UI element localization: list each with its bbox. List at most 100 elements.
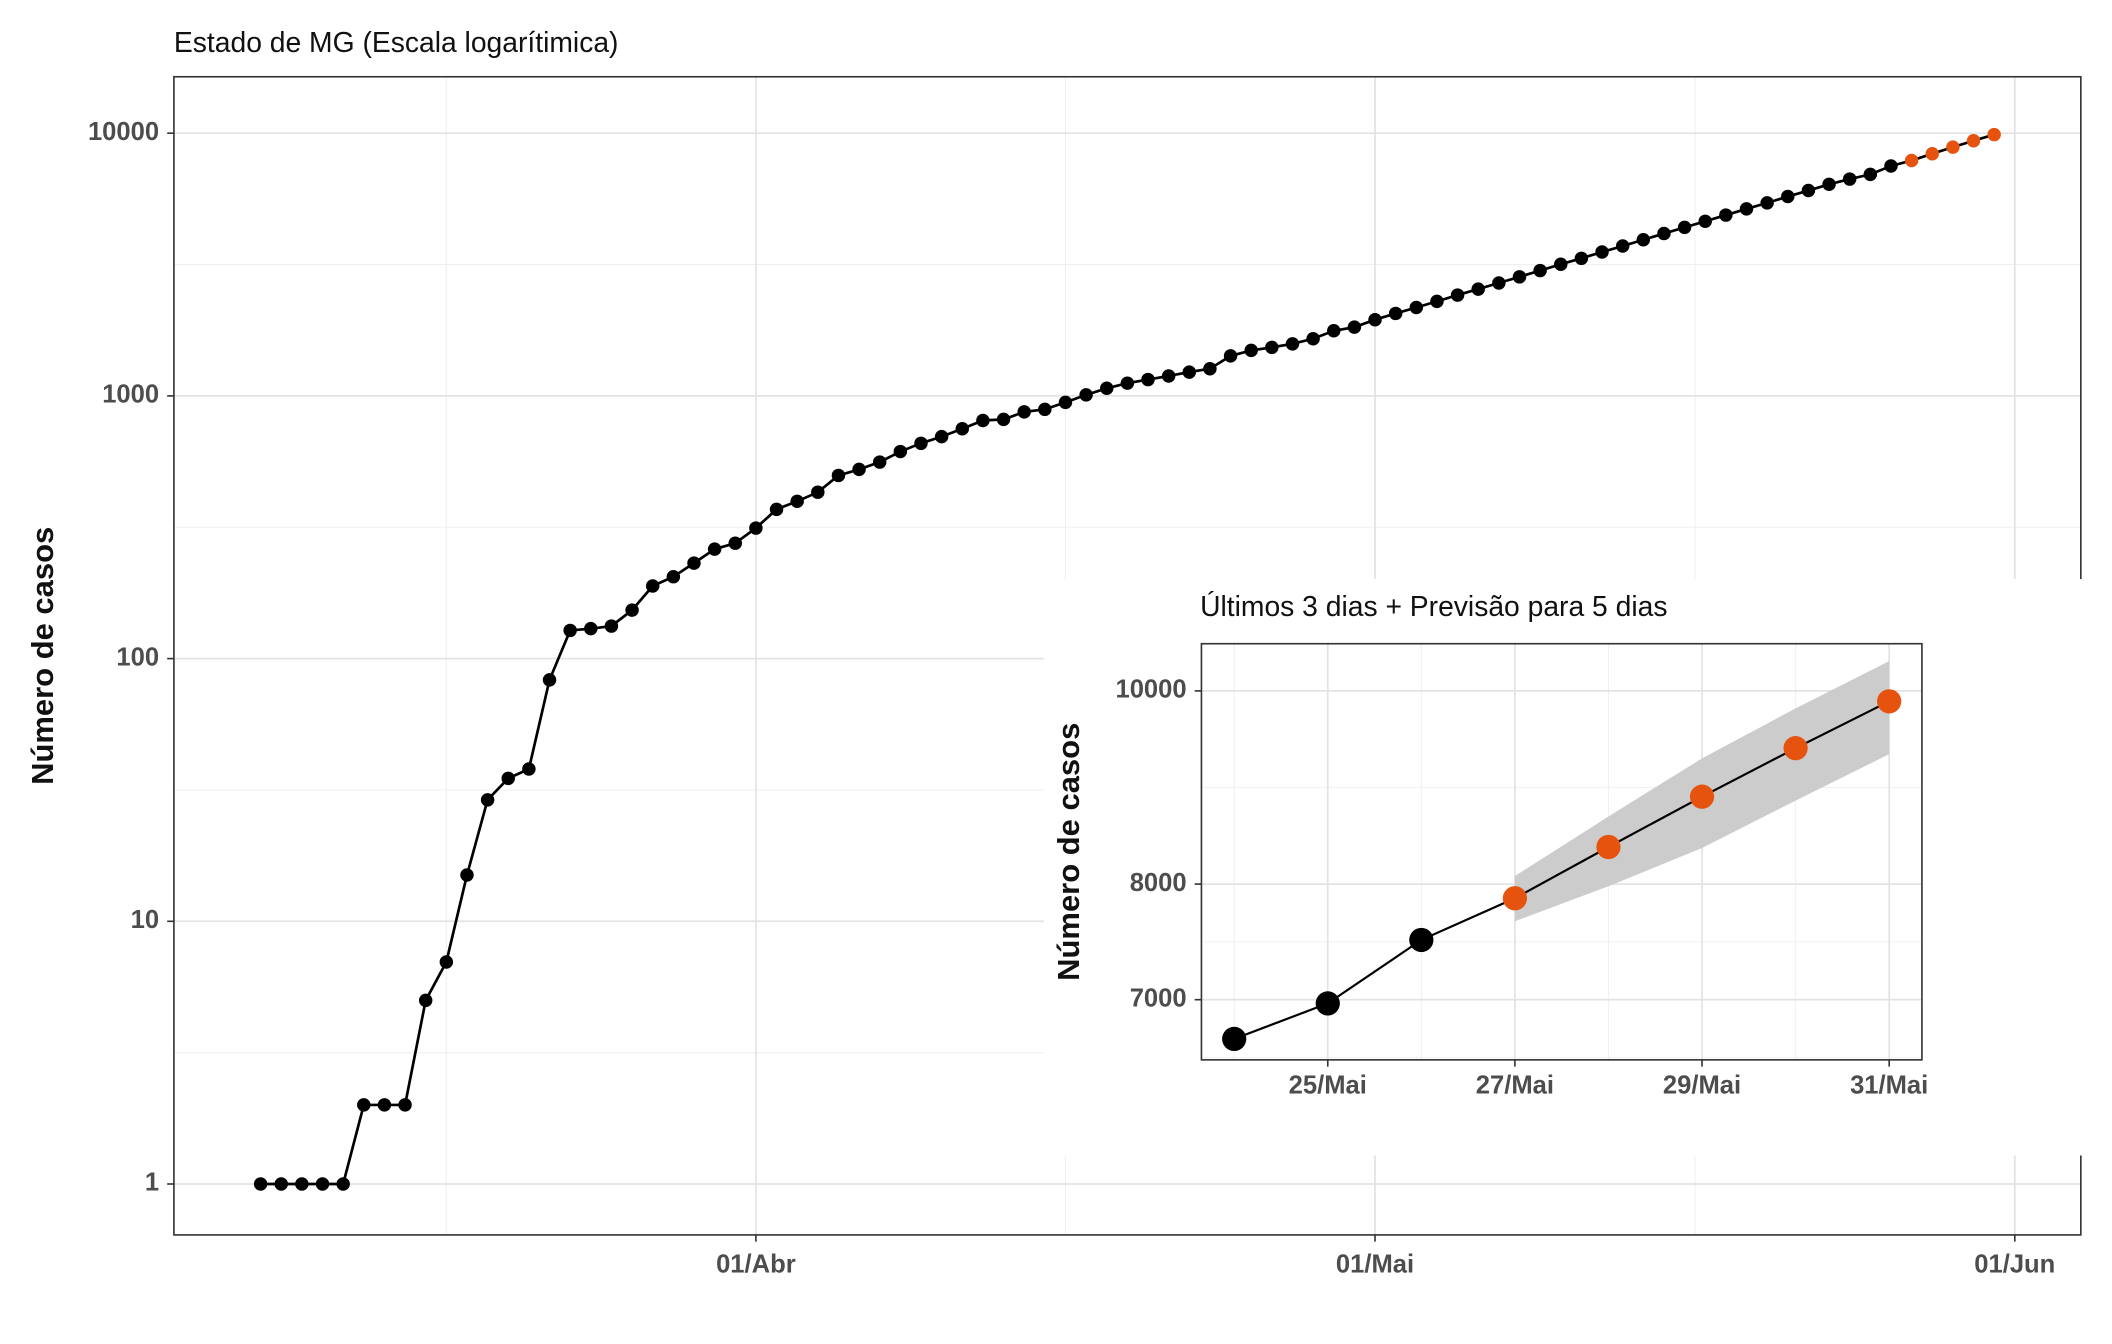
data-line	[1233, 700, 1890, 1040]
y-tick-label: 10	[131, 906, 159, 934]
x-tick-label: 01/Jun	[1974, 1251, 2055, 1279]
forecast-point	[1877, 689, 1902, 714]
y-tick-label: 8000	[1130, 869, 1187, 897]
y-tick-label: 100	[116, 643, 159, 671]
data-point	[336, 1177, 350, 1191]
data-point	[1265, 340, 1279, 355]
data-point	[1141, 372, 1155, 387]
data-point	[1017, 405, 1031, 419]
data-point	[377, 1098, 392, 1112]
x-tick-label: 31/Mai	[1850, 1072, 1928, 1100]
y-axis-label: Número de casos	[25, 527, 60, 785]
data-point	[1203, 361, 1217, 376]
data-point	[1100, 381, 1114, 396]
data-point	[1347, 320, 1362, 334]
data-point	[418, 993, 433, 1008]
forecast-point	[1966, 134, 1981, 148]
forecast-point	[1596, 834, 1621, 860]
data-point	[749, 521, 763, 535]
data-point	[501, 771, 515, 786]
y-tick-label: 1	[145, 1169, 159, 1197]
data-point	[1223, 349, 1238, 363]
data-point	[831, 468, 846, 483]
data-point	[1058, 395, 1073, 410]
data-point	[728, 536, 742, 550]
data-point	[996, 412, 1011, 427]
data-point	[1492, 276, 1506, 290]
y-tick-label: 1000	[102, 381, 159, 409]
data-point	[1677, 220, 1692, 235]
data-point	[1409, 300, 1424, 315]
forecast-point	[1783, 736, 1808, 761]
data-point	[893, 444, 908, 459]
x-tick-label: 25/Mai	[1289, 1072, 1367, 1100]
forecast-point	[1987, 127, 2001, 142]
data-point	[852, 462, 866, 477]
data-point	[790, 494, 804, 509]
x-tick-label: 01/Mai	[1336, 1251, 1414, 1279]
data-point	[253, 1177, 268, 1191]
y-tick-label: 7000	[1130, 984, 1187, 1012]
forecast-point	[1904, 153, 1919, 168]
data-point	[625, 603, 639, 617]
data-point	[1595, 245, 1609, 259]
data-point	[1636, 233, 1651, 247]
data-point	[914, 436, 928, 451]
chart-title: Estado de MG (Escala logarítimica)	[174, 26, 619, 58]
data-point	[1657, 226, 1671, 241]
data-point	[1409, 927, 1434, 953]
data-point	[398, 1098, 412, 1112]
data-point	[666, 569, 681, 584]
data-point	[357, 1098, 371, 1112]
data-point	[439, 955, 454, 969]
panel-border	[1200, 642, 1923, 1061]
data-point	[584, 621, 598, 636]
x-tick-label: 01/Abr	[716, 1251, 796, 1279]
y-tick-label: 10000	[88, 118, 159, 146]
data-point	[934, 429, 949, 444]
data-point	[707, 542, 722, 556]
data-point	[1574, 251, 1589, 266]
data-point	[604, 619, 619, 633]
data-point	[1306, 332, 1320, 346]
data-point	[1719, 208, 1733, 222]
data-point	[811, 485, 825, 499]
data-point	[460, 868, 474, 882]
data-point	[522, 762, 536, 776]
data-point	[542, 673, 557, 687]
data-point	[976, 413, 990, 428]
data-point	[1554, 257, 1568, 272]
data-point	[1533, 263, 1547, 278]
y-axis-label: Número de casos	[1051, 723, 1086, 981]
data-point	[274, 1177, 288, 1191]
data-point	[1244, 343, 1258, 358]
data-point	[1182, 365, 1197, 379]
forecast-point	[1689, 784, 1715, 809]
data-point	[1368, 312, 1382, 327]
data-point	[1863, 167, 1878, 182]
data-point	[1120, 376, 1135, 390]
data-point	[1801, 183, 1816, 198]
data-point	[315, 1177, 330, 1191]
data-point	[1161, 369, 1176, 383]
data-point	[1038, 402, 1052, 417]
data-point	[1327, 324, 1341, 338]
chart-title: Últimos 3 dias + Previsão para 5 dias	[1200, 590, 1667, 622]
data-point	[1842, 172, 1857, 186]
data-point	[1615, 239, 1630, 253]
data-point	[1222, 1026, 1247, 1052]
data-point	[769, 502, 784, 517]
data-point	[1781, 189, 1795, 204]
forecast-point	[1946, 140, 1960, 154]
data-point	[1315, 991, 1340, 1016]
data-point	[1285, 337, 1300, 351]
data-point	[1760, 196, 1774, 210]
data-point	[955, 421, 970, 436]
data-point	[645, 579, 660, 593]
data-point	[1388, 306, 1403, 321]
x-tick-label: 27/Mai	[1476, 1072, 1554, 1100]
y-tick-label: 10000	[1115, 676, 1186, 704]
data-point	[295, 1177, 309, 1191]
data-point	[1822, 177, 1836, 192]
